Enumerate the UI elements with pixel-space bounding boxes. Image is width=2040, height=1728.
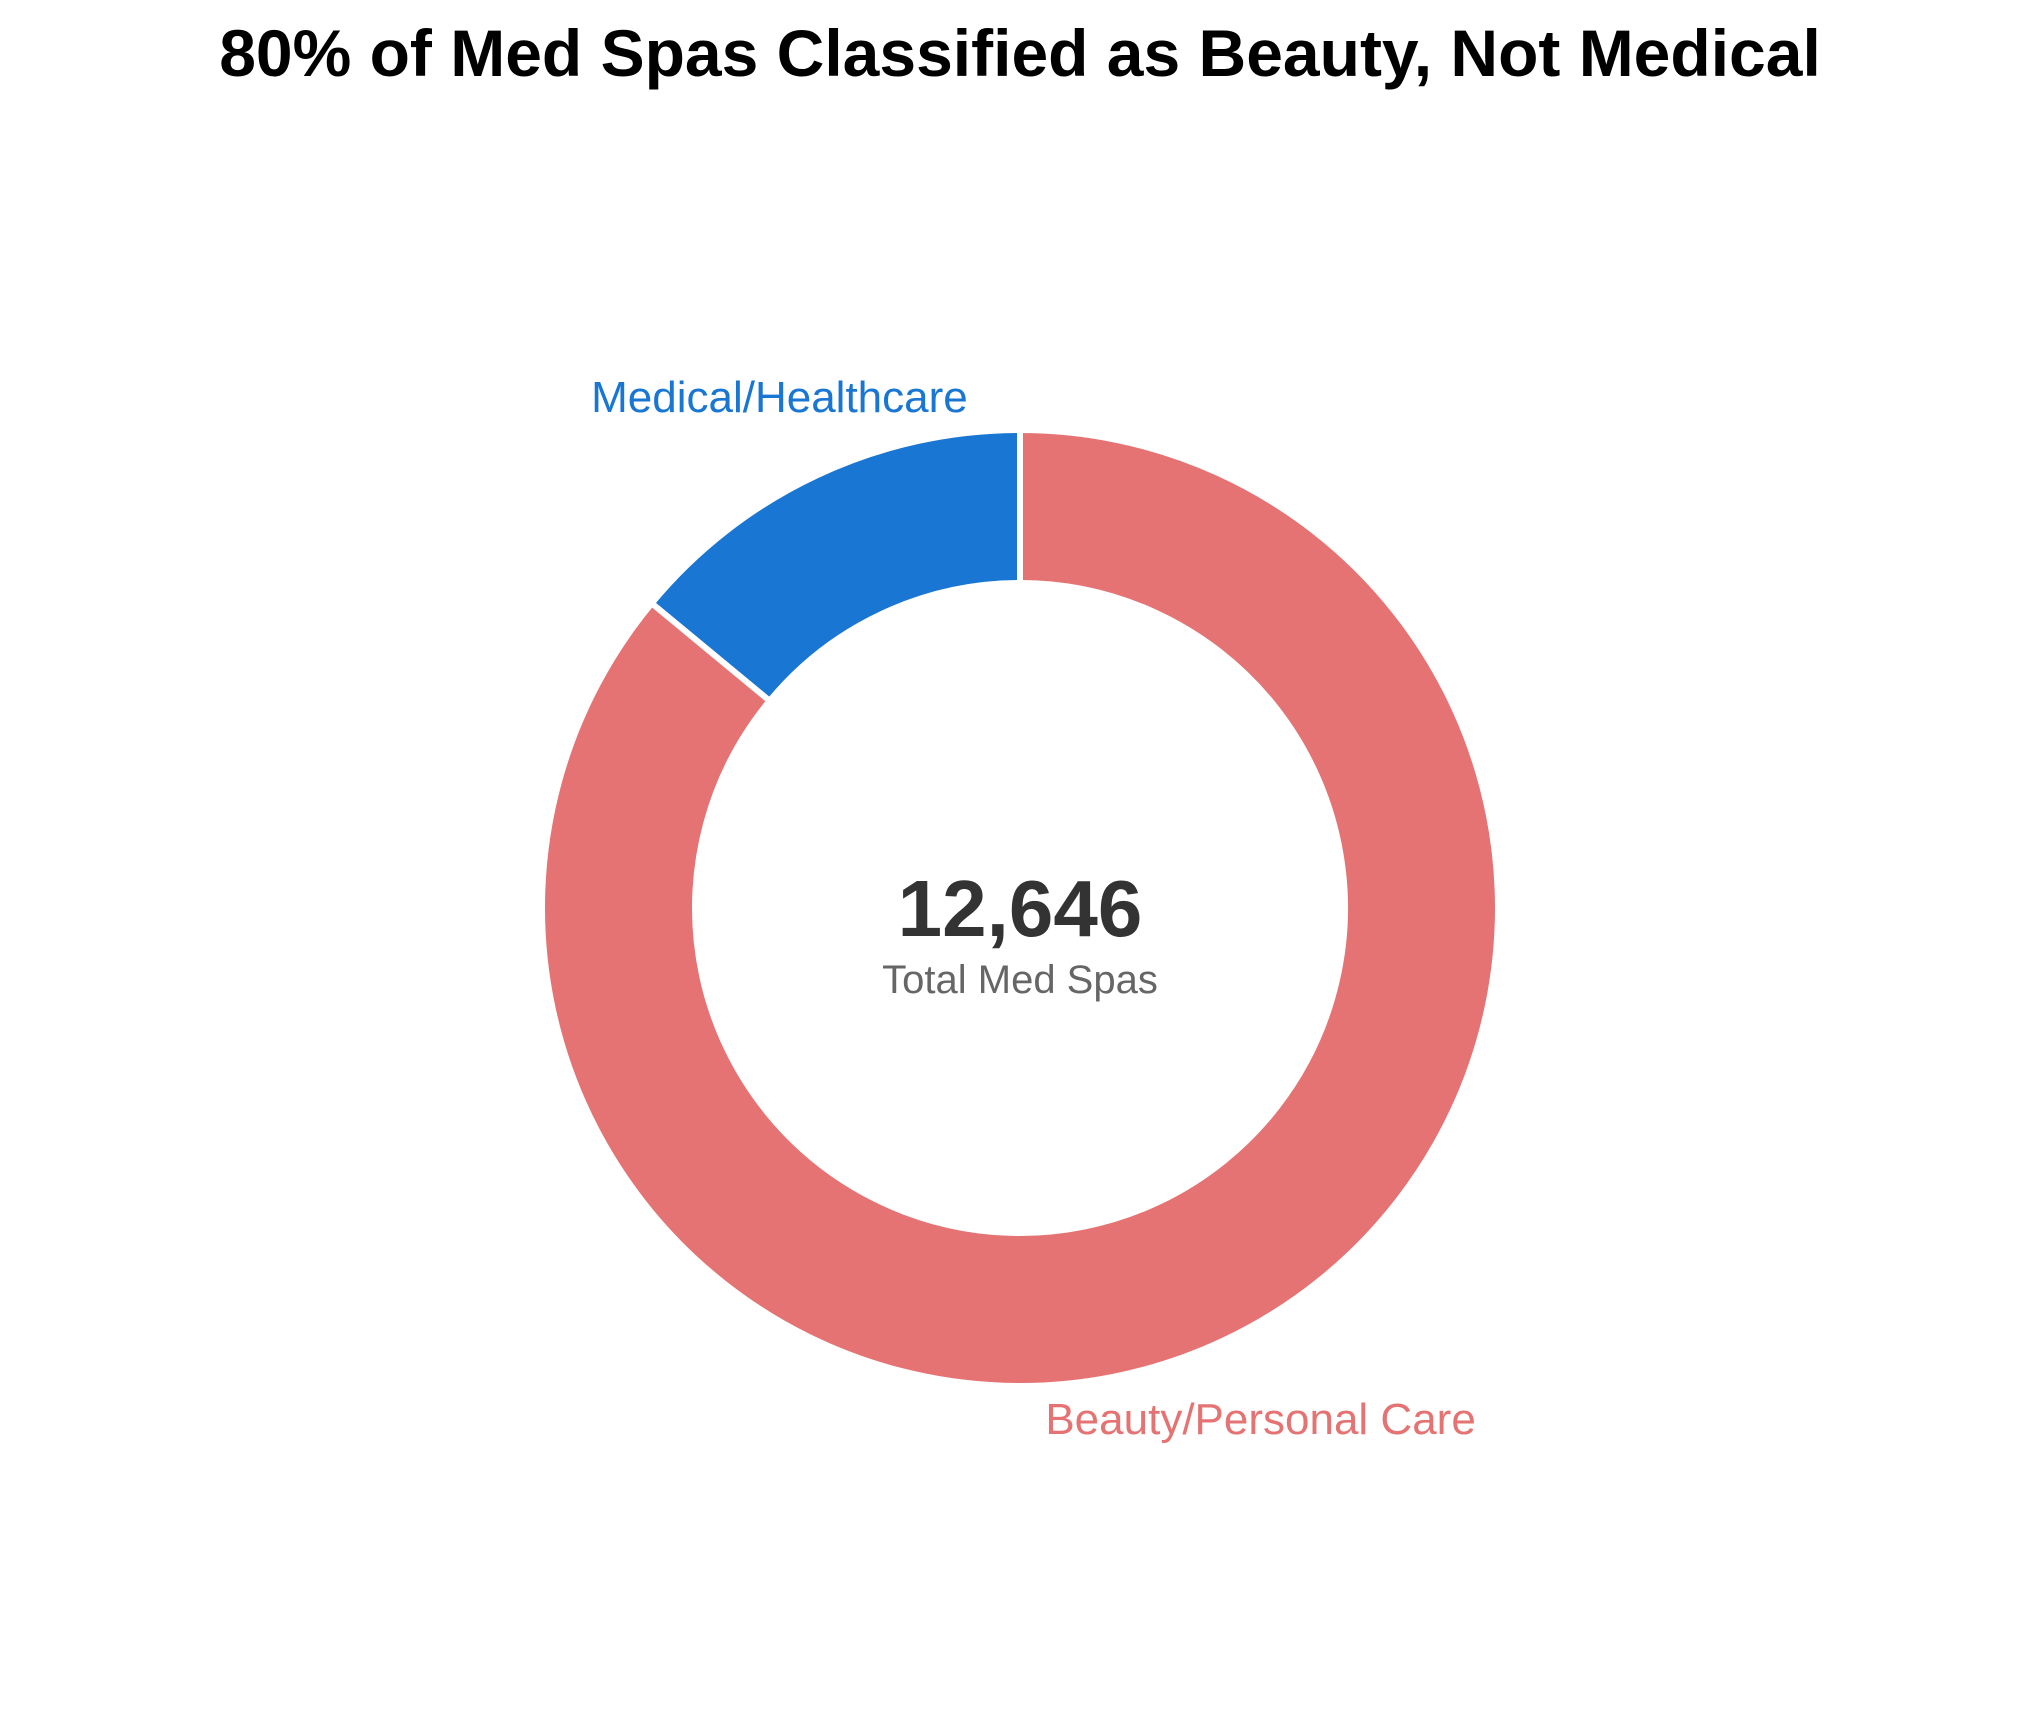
- slice-label-beauty-personal-care: Beauty/Personal Care: [1045, 1395, 1475, 1444]
- donut-slices: [539, 426, 1501, 1389]
- center-total-caption: Total Med Spas: [882, 958, 1158, 1002]
- center-total-value: 12,646: [898, 864, 1143, 953]
- slice-labels: Medical/Healthcare Beauty/Personal Care: [591, 373, 1476, 1444]
- chart-title: 80% of Med Spas Classified as Beauty, No…: [219, 16, 1821, 90]
- slice-label-medical-healthcare: Medical/Healthcare: [591, 373, 968, 422]
- slice-beauty-personal-care: [539, 426, 1501, 1389]
